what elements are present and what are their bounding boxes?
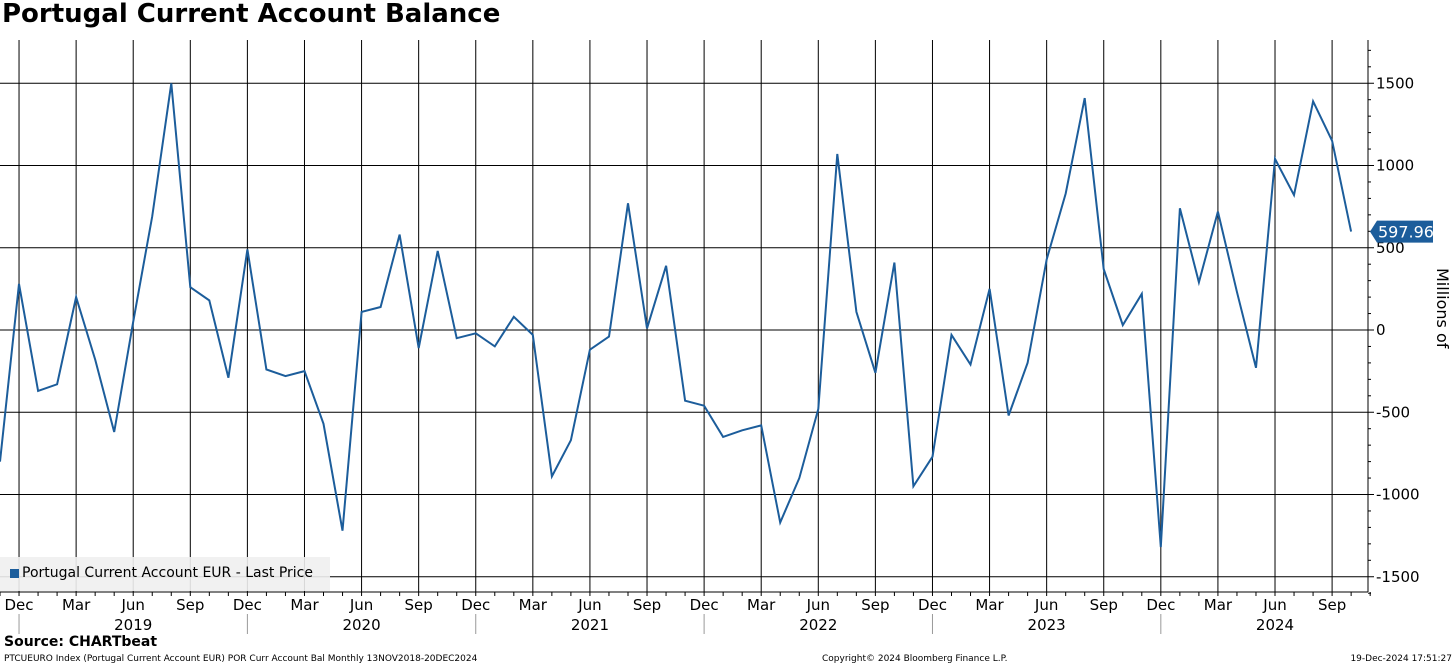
x-tick-label-month: Sep xyxy=(176,596,204,614)
legend-swatch xyxy=(10,569,19,578)
x-tick-label-month: Sep xyxy=(1318,596,1346,614)
footer-copyright: Copyright© 2024 Bloomberg Finance L.P. xyxy=(822,654,1008,664)
footer-timestamp: 19-Dec-2024 17:51:27 xyxy=(1350,654,1452,664)
x-tick-label-month: Jun xyxy=(577,596,601,614)
x-tick-label-month: Mar xyxy=(975,596,1004,614)
source-label: Source: CHARTbeat xyxy=(4,634,158,650)
x-tick-label-month: Mar xyxy=(519,596,548,614)
x-tick-label-year: 2022 xyxy=(799,616,837,634)
last-value-tag: 597.96 xyxy=(1370,220,1434,243)
x-tick-label-month: Dec xyxy=(690,596,719,614)
legend-label: Portugal Current Account EUR - Last Pric… xyxy=(22,565,313,581)
x-tick-label-year: 2019 xyxy=(114,616,152,634)
x-tick-label-month: Sep xyxy=(633,596,661,614)
y-tick-label: -1000 xyxy=(1376,486,1420,504)
x-tick-label-year: 2024 xyxy=(1256,616,1294,634)
x-tick-label-month: Jun xyxy=(1262,596,1286,614)
y-tick-label: -1500 xyxy=(1376,568,1420,586)
legend: Portugal Current Account EUR - Last Pric… xyxy=(0,557,330,591)
x-tick-label-month: Mar xyxy=(747,596,776,614)
x-axis-labels: Dec Mar Jun Sep Dec Mar Jun Sep Dec Mar Jun Sep Dec M… xyxy=(5,596,1347,634)
series-group xyxy=(0,83,1353,548)
vertical-gridlines xyxy=(18,40,1333,592)
x-tick-label-month: Sep xyxy=(405,596,433,614)
x-tick-label-month: Jun xyxy=(806,596,830,614)
axes xyxy=(0,40,1374,634)
x-tick-label-year: 2023 xyxy=(1028,616,1066,634)
y-tick-label: 0 xyxy=(1376,321,1386,339)
y-tick-label: 500 xyxy=(1376,239,1405,257)
x-tick-label-month: Dec xyxy=(918,596,947,614)
y-axis-labels: 1500 1000 500 0 -500 -1000 -1500 xyxy=(1376,74,1420,586)
last-value-label: 597.96 xyxy=(1378,223,1434,242)
x-tick-label-year: 2020 xyxy=(342,616,380,634)
x-tick-label-month: Sep xyxy=(861,596,889,614)
chart-title: Portugal Current Account Balance xyxy=(2,0,501,29)
x-tick-label-month: Dec xyxy=(1146,596,1175,614)
footer-index-description: PTCUEURO Index (Portugal Current Account… xyxy=(4,654,478,664)
x-tick-label-year: 2021 xyxy=(571,616,609,634)
x-tick-label-month: Sep xyxy=(1090,596,1118,614)
x-tick-label-month: Jun xyxy=(349,596,373,614)
x-tick-label-month: Dec xyxy=(233,596,262,614)
x-tick-label-month: Mar xyxy=(62,596,91,614)
series-line xyxy=(0,83,1353,548)
y-tick-label: 1500 xyxy=(1376,74,1414,92)
x-tick-label-month: Dec xyxy=(461,596,490,614)
y-tick-label: 1000 xyxy=(1376,157,1414,175)
x-tick-label-month: Dec xyxy=(5,596,34,614)
y-tick-label: -500 xyxy=(1376,403,1410,421)
y-axis-title: Millions of xyxy=(1433,268,1452,349)
x-tick-label-month: Mar xyxy=(1204,596,1233,614)
x-tick-label-month: Mar xyxy=(290,596,319,614)
x-tick-label-month: Jun xyxy=(120,596,144,614)
x-tick-label-month: Jun xyxy=(1034,596,1058,614)
